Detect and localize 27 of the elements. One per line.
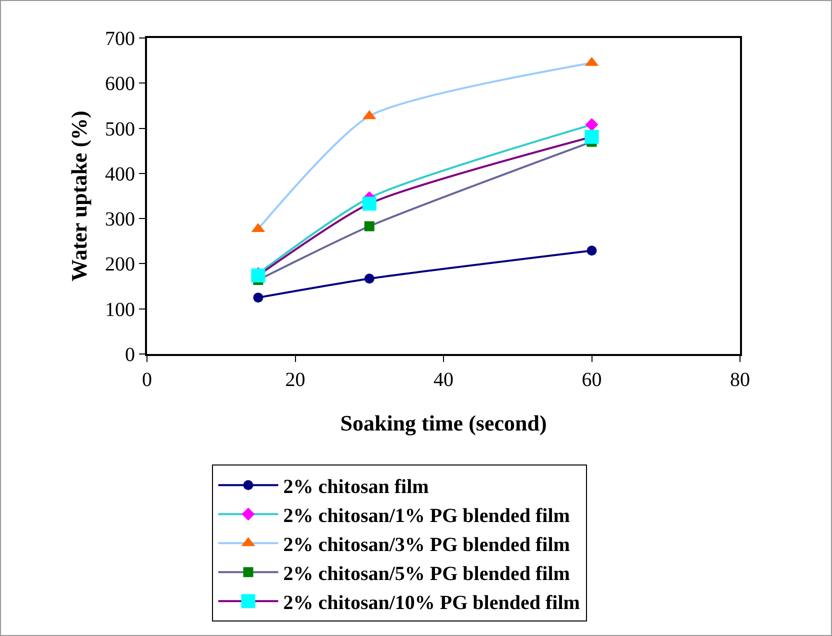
x-tick-label: 80 [730, 369, 750, 391]
legend-label: 2% chitosan/3% PG blended film [283, 534, 570, 556]
point [584, 130, 599, 144]
legend-label: 2% chitosan/1% PG blended film [283, 504, 570, 527]
y-tick-label: 300 [105, 208, 135, 231]
y-tick-label: 700 [105, 28, 135, 50]
x-axis-title: Soaking time (second) [340, 410, 547, 436]
x-tick-label: 20 [285, 369, 306, 391]
point [362, 196, 376, 211]
x-tick-label: 40 [434, 369, 454, 391]
point [586, 246, 597, 256]
y-tick-label: 200 [105, 254, 135, 276]
point [585, 118, 598, 132]
x-tick-label: 0 [142, 369, 152, 391]
point [364, 221, 374, 232]
y-tick-label: 500 [105, 118, 135, 140]
y-axis-title: Water uptake (%) [66, 110, 92, 282]
point [364, 274, 374, 284]
y-tick-label: 0 [125, 344, 135, 366]
legend-label: 2% chitosan/5% PG blended film [283, 562, 570, 585]
point [253, 292, 264, 303]
x-tick-label: 60 [582, 369, 602, 391]
y-tick-label: 100 [105, 298, 135, 321]
y-tick-label: 600 [105, 73, 135, 96]
y-tick-label: 400 [105, 163, 135, 186]
legend-label: 2% chitosan/10% PG blended film [283, 592, 580, 614]
legend-label: 2% chitosan film [283, 476, 430, 498]
